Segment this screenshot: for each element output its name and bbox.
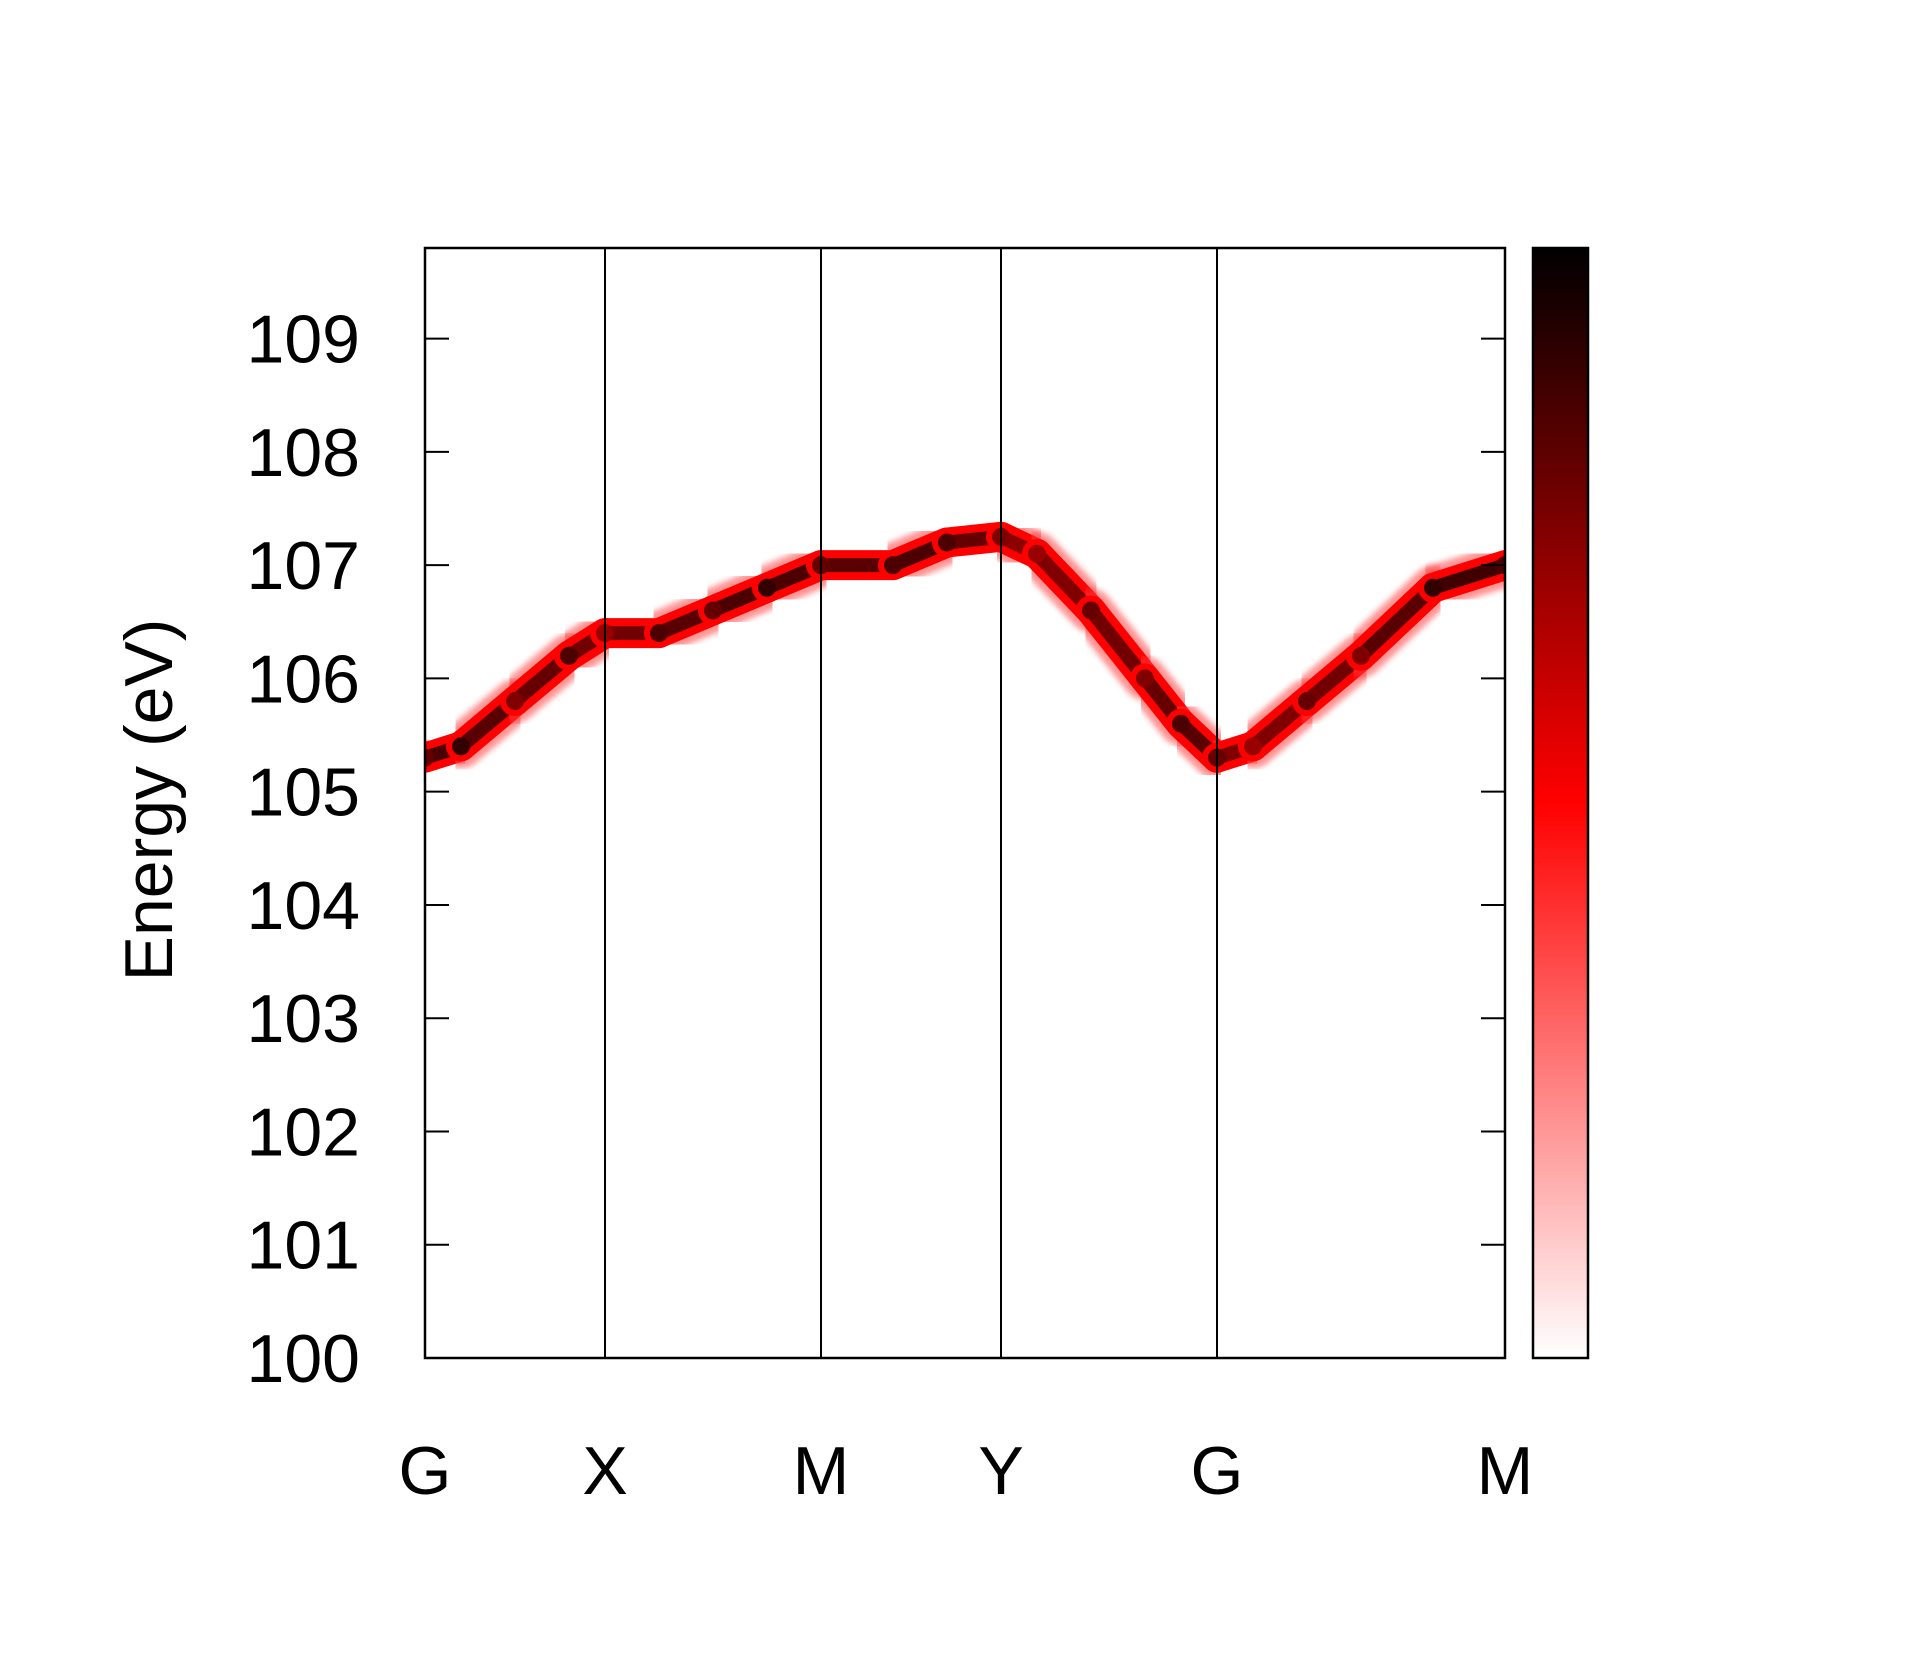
axes: [423, 246, 1507, 1360]
band-point: [1298, 692, 1316, 711]
plot-area: [425, 514, 1505, 780]
y-tick-label: 107: [247, 528, 360, 604]
y-tick-label: 101: [247, 1208, 360, 1284]
band-point: [758, 578, 776, 597]
axis-labels: 100 101 102 103 104 105 106 107 108 109 G X M Y G M Ener…: [111, 302, 1533, 1509]
x-tick-label: M: [1477, 1433, 1534, 1509]
band-point: [938, 533, 956, 552]
x-tick-label: G: [1191, 1433, 1244, 1509]
y-tick-label: 109: [247, 302, 360, 378]
y-tick-label: 100: [247, 1321, 360, 1397]
x-tick-label: X: [582, 1433, 627, 1509]
x-tick-label: Y: [978, 1433, 1023, 1509]
x-tick-label: M: [793, 1433, 850, 1509]
band-point: [506, 692, 524, 711]
band-core-segment: [1426, 558, 1505, 595]
band-point: [650, 624, 668, 643]
band-point: [1136, 669, 1154, 688]
band-point: [1424, 578, 1442, 597]
x-tick-label: G: [399, 1433, 452, 1509]
plot-frame: [423, 246, 1507, 1360]
band-point: [1082, 601, 1100, 620]
y-tick-label: 103: [247, 981, 360, 1057]
y-axis-title: Energy (eV): [111, 619, 187, 982]
colorbar: [1531, 246, 1590, 1360]
band-point: [1352, 646, 1370, 665]
band-point: [560, 646, 578, 665]
band-point: [452, 737, 470, 756]
band-point: [425, 748, 434, 767]
y-tick-label: 106: [247, 641, 360, 717]
colorbar-gradient: [1531, 246, 1590, 1360]
band-point: [1028, 544, 1046, 563]
band-point: [884, 556, 902, 575]
band-point: [704, 601, 722, 620]
y-tick-label: 102: [247, 1094, 360, 1170]
y-tick-label: 104: [247, 868, 360, 944]
band-point: [1172, 714, 1190, 733]
y-tick-label: 105: [247, 755, 360, 831]
y-tick-label: 108: [247, 415, 360, 491]
band-point: [1244, 737, 1262, 756]
